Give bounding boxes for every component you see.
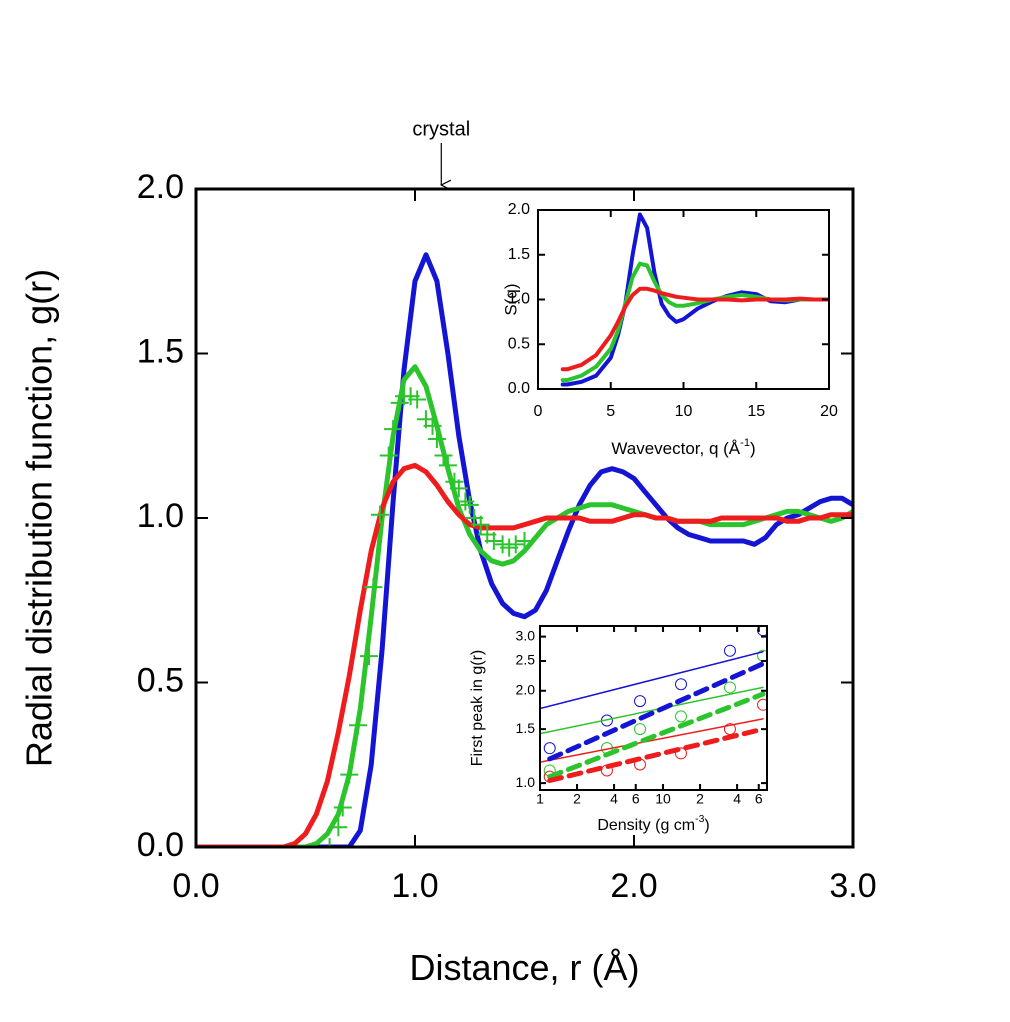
y-tick-label: 1.0 xyxy=(137,497,184,535)
plot-area xyxy=(560,212,829,387)
data-point xyxy=(320,838,339,847)
y-tick-label: 1.0 xyxy=(508,291,530,308)
plot-area xyxy=(540,626,767,783)
x-axis-label-text: Distance, r (Å) xyxy=(409,947,639,988)
y-axis-label: Radial distribution function, g(r) xyxy=(19,269,60,767)
x-tick-label: 20 xyxy=(820,403,838,420)
y-axis-label: S(q) xyxy=(501,283,520,315)
y-tick-label: 2.0 xyxy=(508,201,530,218)
series-line xyxy=(196,252,853,847)
chart: 0.0 1.0 2.0 3.0 0.0 0.5 1.0 1.5 2.0 Distance, r (… xyxy=(19,118,877,987)
data-point xyxy=(449,479,468,498)
series-line xyxy=(540,686,764,735)
data-point xyxy=(370,505,389,524)
x-tick-label: 6 xyxy=(755,791,763,807)
x-tick-label: 10 xyxy=(655,791,671,807)
x-tick-label: 15 xyxy=(747,403,765,420)
y-tick-label: 2.0 xyxy=(137,168,184,206)
series-line xyxy=(540,718,764,763)
data-point xyxy=(506,535,525,554)
chart: 0 5 10 15 20 0.0 0.5 1.0 1.5 2.0 Wavevector, q (Å-… xyxy=(501,201,838,458)
data-point xyxy=(460,495,479,514)
data-point xyxy=(360,647,379,666)
series-line xyxy=(560,286,829,372)
series-line xyxy=(547,661,766,762)
data-point xyxy=(723,644,736,657)
y-tick-label: 2.5 xyxy=(516,652,536,668)
x-tick-label: 3.0 xyxy=(829,867,876,905)
data-point xyxy=(349,716,368,735)
data-point xyxy=(329,818,348,837)
y-axis-label: First peak in g(r) xyxy=(469,650,486,766)
y-tick-label: 0.0 xyxy=(137,826,184,864)
data-point xyxy=(723,681,736,694)
x-tick-label: 10 xyxy=(675,403,693,420)
data-point xyxy=(340,765,359,784)
data-point xyxy=(484,532,503,551)
series-line xyxy=(547,691,766,780)
series-line xyxy=(196,462,853,847)
x-tick-label: 4 xyxy=(610,791,618,807)
data-point xyxy=(438,456,457,475)
x-axis-label: Density (g cm-3) xyxy=(597,814,709,834)
data-point xyxy=(675,710,688,723)
x-tick-label: 1 xyxy=(536,791,544,807)
data-point xyxy=(543,742,556,755)
x-tick-label: 1.0 xyxy=(391,867,438,905)
data-point xyxy=(423,416,442,435)
x-tick-label: 2 xyxy=(696,791,704,807)
y-tick-label: 1.5 xyxy=(508,246,530,263)
y-tick-label: 0.5 xyxy=(137,661,184,699)
data-point xyxy=(384,420,403,439)
x-tick-label: 4 xyxy=(733,791,741,807)
x-tick-label: 5 xyxy=(606,403,615,420)
data-point xyxy=(757,626,767,637)
x-tick-label: 0 xyxy=(534,403,543,420)
y-tick-label: 1.5 xyxy=(137,332,184,370)
data-point xyxy=(364,578,383,597)
x-axis-label: Distance, r (Å) xyxy=(409,947,639,988)
data-point xyxy=(634,695,647,708)
series-line xyxy=(196,364,853,847)
data-point xyxy=(456,492,475,511)
y-tick-label: 2.0 xyxy=(516,681,536,697)
x-axis-label-end: ) xyxy=(704,817,709,834)
x-axis-label-text: Density (g cm xyxy=(597,817,695,834)
data-point xyxy=(434,446,453,465)
plot-frame xyxy=(539,625,768,791)
series-line xyxy=(547,726,766,783)
data-point xyxy=(634,723,647,736)
x-tick-label: 6 xyxy=(632,791,640,807)
data-point xyxy=(675,747,688,760)
x-axis-label-text: Wavevector, q (Å xyxy=(611,439,740,458)
x-tick-label: 2 xyxy=(573,791,581,807)
x-axis-label-sup: -1 xyxy=(740,437,750,449)
y-tick-label: 0.5 xyxy=(508,335,530,352)
data-point xyxy=(515,532,534,551)
data-point xyxy=(379,446,398,465)
series-line xyxy=(540,650,764,710)
plot-area xyxy=(196,252,853,847)
y-tick-label: 3.0 xyxy=(516,627,536,643)
x-tick-label: 0.0 xyxy=(172,867,219,905)
data-point xyxy=(471,515,490,534)
data-point xyxy=(333,798,352,817)
y-tick-label: 1.5 xyxy=(516,720,536,736)
data-point xyxy=(408,390,427,409)
x-axis-label-sup: -3 xyxy=(695,814,704,825)
x-axis-label-end: ) xyxy=(750,439,756,458)
y-tick-label: 1.0 xyxy=(516,774,536,790)
data-point xyxy=(675,678,688,691)
data-point xyxy=(427,430,446,449)
annotation: crystal xyxy=(412,118,470,140)
y-tick-label: 0.0 xyxy=(508,380,530,397)
x-axis-label: Wavevector, q (Å-1) xyxy=(611,437,755,459)
x-tick-label: 2.0 xyxy=(610,867,657,905)
data-point xyxy=(757,698,767,711)
